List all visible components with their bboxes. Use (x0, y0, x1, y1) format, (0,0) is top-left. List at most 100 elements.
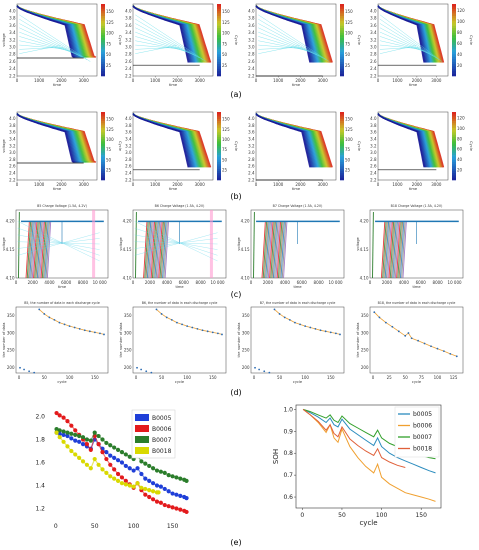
row-a-panel-2-artifact (135, 14, 207, 62)
row-e-left-series-B0018-point (104, 470, 109, 475)
row-a-panel-3-colorbar-segment (340, 68, 344, 72)
row-e-left-series-B0007-point (147, 463, 152, 469)
row-e-left-series-B0018-point (80, 459, 86, 464)
row-b-panel-2-colorbar-segment (217, 118, 221, 122)
row-d-panel-3-xlabel: cycle (293, 380, 303, 384)
row-b-panel-2-colorbar-segment (217, 157, 221, 160)
row-b-panel-4-colorbar-segment (452, 114, 456, 117)
row-a-panel-4-colorbar-segment (452, 23, 456, 26)
row-e-left-series-B0018-point (147, 488, 152, 493)
row-b-panel-1-colorbar-segment (101, 143, 105, 147)
row-a-panel-3-ytick-label: 2.4 (248, 66, 255, 71)
row-d-panel-3-xtick-label: 0 (253, 375, 256, 380)
row-b-panel-2-colorbar-segment (217, 150, 221, 154)
row-c-panel-2-artifact (134, 238, 218, 249)
row-b-panel-4-colorbar-segment (452, 166, 456, 169)
row-b-panel-1-colorbar-segment (101, 134, 105, 138)
row-b-panel-4-colorbar-segment (452, 168, 456, 172)
row-d-panel-4-xlabel: cycle (412, 380, 422, 384)
row-b-panel-4-colorbar-segment (452, 125, 456, 129)
row-b-panel-2-colorbar-tick: 150 (222, 117, 230, 122)
row-a-panel-3-curve (255, 5, 311, 63)
row-b-panel-3-colorbar-segment (340, 143, 344, 147)
row-a-panel-2-colorbar-segment (217, 61, 221, 65)
row-b-panel-3-ytick-label: 3.8 (248, 123, 255, 128)
row-d-panel-1-ylabel: the number of data (2, 323, 6, 358)
row-b-panel-3-colorbar-tick: 150 (345, 117, 353, 122)
row-e-left-series-B0005-point (61, 432, 66, 437)
row-d-panel-4-point (404, 334, 407, 337)
row-c-panel-1-xtick-label: 0 (15, 280, 18, 285)
row-b-panel-4-colorbar-segment (452, 155, 456, 158)
row-a-panel-3-colorbar-label: Cycle (357, 35, 361, 46)
row-a-panel-4-xtick-label: 3000 (431, 78, 442, 83)
row-e-left-series-B0005-point (184, 496, 189, 501)
row-c-panel-1-rise-line (39, 221, 44, 279)
row-a-panel-1-colorbar-segment (101, 44, 105, 48)
row-label-c: (c) (231, 290, 242, 299)
row-b-panel-3-xlabel: time (292, 187, 301, 191)
row-b-panel-1-colorbar-segment (101, 166, 105, 169)
row-a-panel-2-colorbar-segment (217, 18, 221, 22)
row-e-left-series-B0005-point (166, 489, 171, 494)
row-b-panel-3-colorbar-label: Cycle (357, 141, 361, 152)
row-b-panel-4-ytick-label: 3.2 (370, 143, 377, 148)
row-a-panel-3-colorbar-segment (340, 56, 344, 60)
row-d-panel-4-point (378, 316, 381, 319)
row-c-panel-2-ytick-label: 4.10 (123, 275, 132, 280)
row-b-panel-3-ytick-label: 3.6 (248, 130, 255, 135)
row-a-panel-4-colorbar-segment (452, 20, 456, 24)
row-a-panel-2-ytick-label: 3.4 (125, 30, 132, 35)
row-d-panel-1-point (43, 313, 46, 315)
row-a-panel-2-ytick-label: 4.0 (125, 9, 132, 14)
row-b-panel-1-colorbar-segment (101, 123, 105, 126)
row-d-panel-2-xtick-label: 150 (209, 375, 217, 380)
row-e-left-series-B0006-point (61, 415, 66, 420)
row-c-panel-2-rise-line (162, 221, 167, 279)
row-a-panel-3-ytick-label: 3.6 (248, 23, 255, 28)
row-a-panel-4-colorbar-segment (452, 42, 456, 46)
row-c-panel-3-rise-line (279, 221, 284, 279)
row-c-panel-4-ytick-label: 4.20 (360, 219, 369, 224)
row-e-left-xtick-label: 100 (128, 523, 140, 530)
row-a-panel-1-ytick-label: 2.8 (9, 52, 16, 57)
row-c-panel-1-rise-line (44, 221, 49, 279)
row-a-panel-3-colorbar-tick: 150 (345, 9, 353, 14)
row-d-panel-3-ytick-label: 300 (242, 330, 250, 335)
row-e-left-series-B0018-point (84, 462, 90, 467)
row-e-left-series-B0018-point (77, 455, 82, 460)
row-e-left-series-B0005-point (135, 466, 140, 471)
row-b-panel-1-colorbar-segment (101, 121, 105, 124)
row-b-panel-3-curve (255, 113, 311, 168)
row-e-left-series-B0007-point (150, 466, 156, 471)
row-a-panel-3-artifact (258, 45, 300, 54)
row-e-left-series-B0006-point (96, 442, 101, 447)
row-a-panel-3-colorbar-segment (340, 59, 344, 62)
row-a-panel-4-xtick-label: 2000 (412, 78, 423, 83)
row-a-panel-1-colorbar-tick: 100 (106, 31, 114, 36)
row-b-panel-3-ytick-label: 3.0 (248, 150, 255, 155)
row-b-panel-1-colorbar-segment (101, 155, 105, 158)
row-d-panel-4-point (430, 345, 432, 348)
row-a-panel-1-ylabel: voltage (2, 33, 6, 47)
row-d-panel-1-point (78, 327, 81, 330)
row-a-panel-2-colorbar-label: Cycle (234, 35, 238, 46)
row-c-panel-4-rise-line (391, 221, 396, 279)
row-a-panel-1-colorbar-segment (101, 49, 105, 53)
row-e-left-legend-label-B0018: B0018 (152, 448, 172, 455)
row-a-panel-2-colorbar-segment (217, 66, 221, 70)
row-c-panel-3-first-cycle (253, 211, 255, 279)
row-c-panel-3-rise-line (270, 221, 275, 279)
row-a-panel-2-colorbar-tick: 150 (222, 9, 230, 14)
row-a-panel-2-artifact (135, 40, 187, 52)
row-c-panel-4-ylabel: voltage (356, 237, 360, 251)
row-c-panel-2-artifact (134, 221, 218, 262)
row-a-panel-1-colorbar-segment (101, 8, 105, 12)
row-e-left-series-B0007-point (115, 447, 121, 452)
row-b-panel-3-colorbar-segment (340, 141, 344, 145)
row-e-left-series-B0005-point (80, 442, 86, 447)
row-b-panel-1-colorbar-segment (101, 177, 105, 181)
row-b-panel-3-colorbar-segment (340, 123, 344, 126)
row-c-panel-1-artifact (17, 227, 100, 256)
row-e-right-ytick-label: 0.8 (283, 450, 293, 457)
